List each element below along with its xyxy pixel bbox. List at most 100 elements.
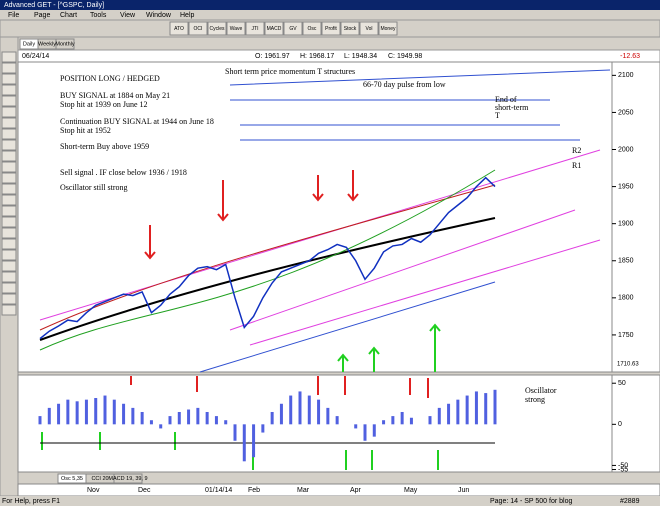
- status-bar: [0, 496, 660, 506]
- toolbar-label: Cycles: [209, 26, 225, 32]
- price-tick-label: 1800: [618, 295, 634, 302]
- menu-item[interactable]: Chart: [60, 12, 77, 19]
- toolbar-button[interactable]: [245, 21, 265, 36]
- osc-bar: [261, 424, 265, 433]
- left-tool[interactable]: [1, 183, 17, 195]
- annotation: POSITION LONG / HEDGED: [60, 74, 160, 83]
- annotation: Short term price momentum T structures: [225, 67, 355, 76]
- info-open: O: 1961.97: [255, 53, 290, 60]
- left-tool[interactable]: [1, 282, 17, 294]
- osc-bar: [214, 416, 218, 425]
- osc-bar: [252, 424, 256, 458]
- osc-bar: [159, 424, 163, 429]
- toolbar-button[interactable]: [207, 21, 227, 36]
- osc-tick-label: 0: [618, 421, 622, 428]
- left-tool[interactable]: [1, 62, 17, 74]
- tab[interactable]: [55, 38, 75, 50]
- left-tool[interactable]: [1, 172, 17, 184]
- date-label: 01/14/14: [205, 487, 232, 494]
- left-tool[interactable]: [1, 139, 17, 151]
- toolbar-label: OCI: [194, 26, 203, 32]
- osc-bar: [84, 399, 88, 425]
- date-label: Jun: [458, 487, 469, 494]
- left-tool[interactable]: [1, 95, 17, 107]
- osc-bar: [484, 393, 488, 425]
- price-tick-label: 1950: [618, 183, 634, 190]
- left-tool[interactable]: [1, 293, 17, 305]
- panel-tab-label: MACD 19, 39, 9: [108, 476, 147, 482]
- annotation: End of: [495, 95, 517, 104]
- menu-item[interactable]: File: [8, 12, 19, 19]
- price-tick-label: 1900: [618, 221, 634, 228]
- info-close: C: 1949.98: [388, 53, 422, 60]
- osc-bar: [177, 411, 181, 425]
- left-tool[interactable]: [1, 106, 17, 118]
- window-title: Advanced GET - [^GSPC, Daily]: [4, 2, 104, 9]
- toolbar-label: JTI: [252, 26, 259, 32]
- osc-bar: [66, 399, 70, 425]
- left-tool[interactable]: [1, 249, 17, 261]
- osc-bar: [233, 424, 237, 441]
- annotation: BUY SIGNAL at 1884 on May 21: [60, 91, 170, 100]
- osc-bar: [205, 411, 209, 425]
- date-label: Feb: [248, 487, 260, 494]
- osc-bar: [279, 403, 283, 425]
- menu-item[interactable]: View: [120, 12, 136, 19]
- osc-panel: [17, 374, 613, 473]
- price-tick-label: 1850: [618, 258, 634, 265]
- toolbar-button[interactable]: [321, 21, 341, 36]
- toolbar-button[interactable]: [264, 21, 284, 36]
- left-tool[interactable]: [1, 51, 17, 63]
- left-tool[interactable]: [1, 194, 17, 206]
- toolbar-label: Profit: [325, 26, 337, 32]
- osc-bar: [75, 401, 79, 425]
- osc-bar: [270, 411, 274, 425]
- menu-item[interactable]: Tools: [90, 12, 107, 19]
- toolbar-button[interactable]: [359, 21, 379, 36]
- toolbar-button[interactable]: [169, 21, 189, 36]
- osc-bar: [94, 398, 98, 425]
- osc-bar: [122, 403, 126, 425]
- left-tool[interactable]: [1, 117, 17, 129]
- osc-tick-label: -50: [618, 462, 628, 469]
- osc-bar: [149, 420, 153, 425]
- toolbar-label: ATO: [174, 26, 184, 32]
- osc-bar: [168, 416, 172, 425]
- osc-bar: [493, 389, 497, 425]
- menu-item[interactable]: Window: [146, 12, 172, 19]
- left-tool[interactable]: [1, 271, 17, 283]
- osc-bar: [224, 420, 228, 425]
- toolbar-button[interactable]: [378, 21, 398, 36]
- annotation: Oscillator: [525, 386, 557, 395]
- date-label: Dec: [138, 487, 151, 494]
- annotation: strong: [525, 395, 545, 404]
- left-tool[interactable]: [1, 128, 17, 140]
- toolbar-button[interactable]: [188, 21, 208, 36]
- osc-bar: [363, 424, 367, 441]
- left-tool[interactable]: [1, 161, 17, 173]
- toolbar-label: GV: [289, 26, 297, 32]
- signal-arrows: [41, 170, 441, 470]
- left-tool[interactable]: [1, 304, 17, 316]
- left-tool[interactable]: [1, 84, 17, 96]
- left-tool[interactable]: [1, 73, 17, 85]
- osc-bar: [140, 411, 144, 425]
- left-tool[interactable]: [1, 216, 17, 228]
- menu-item[interactable]: Page: [34, 12, 50, 19]
- toolbar-button[interactable]: [340, 21, 360, 36]
- menu-item[interactable]: Help: [180, 12, 195, 19]
- toolbar-button[interactable]: [226, 21, 246, 36]
- toolbar-button[interactable]: [302, 21, 322, 36]
- osc-bar: [372, 424, 376, 437]
- left-tool[interactable]: [1, 205, 17, 217]
- annotation: 66-70 day pulse from low: [363, 80, 446, 89]
- toolbar-button[interactable]: [283, 21, 303, 36]
- left-tool[interactable]: [1, 150, 17, 162]
- osc-tick-label: 50: [618, 380, 626, 387]
- left-tool[interactable]: [1, 227, 17, 239]
- left-tool[interactable]: [1, 260, 17, 272]
- osc-bar: [131, 407, 135, 425]
- osc-bar: [447, 403, 451, 425]
- panel-tab[interactable]: [113, 473, 143, 484]
- left-tool[interactable]: [1, 238, 17, 250]
